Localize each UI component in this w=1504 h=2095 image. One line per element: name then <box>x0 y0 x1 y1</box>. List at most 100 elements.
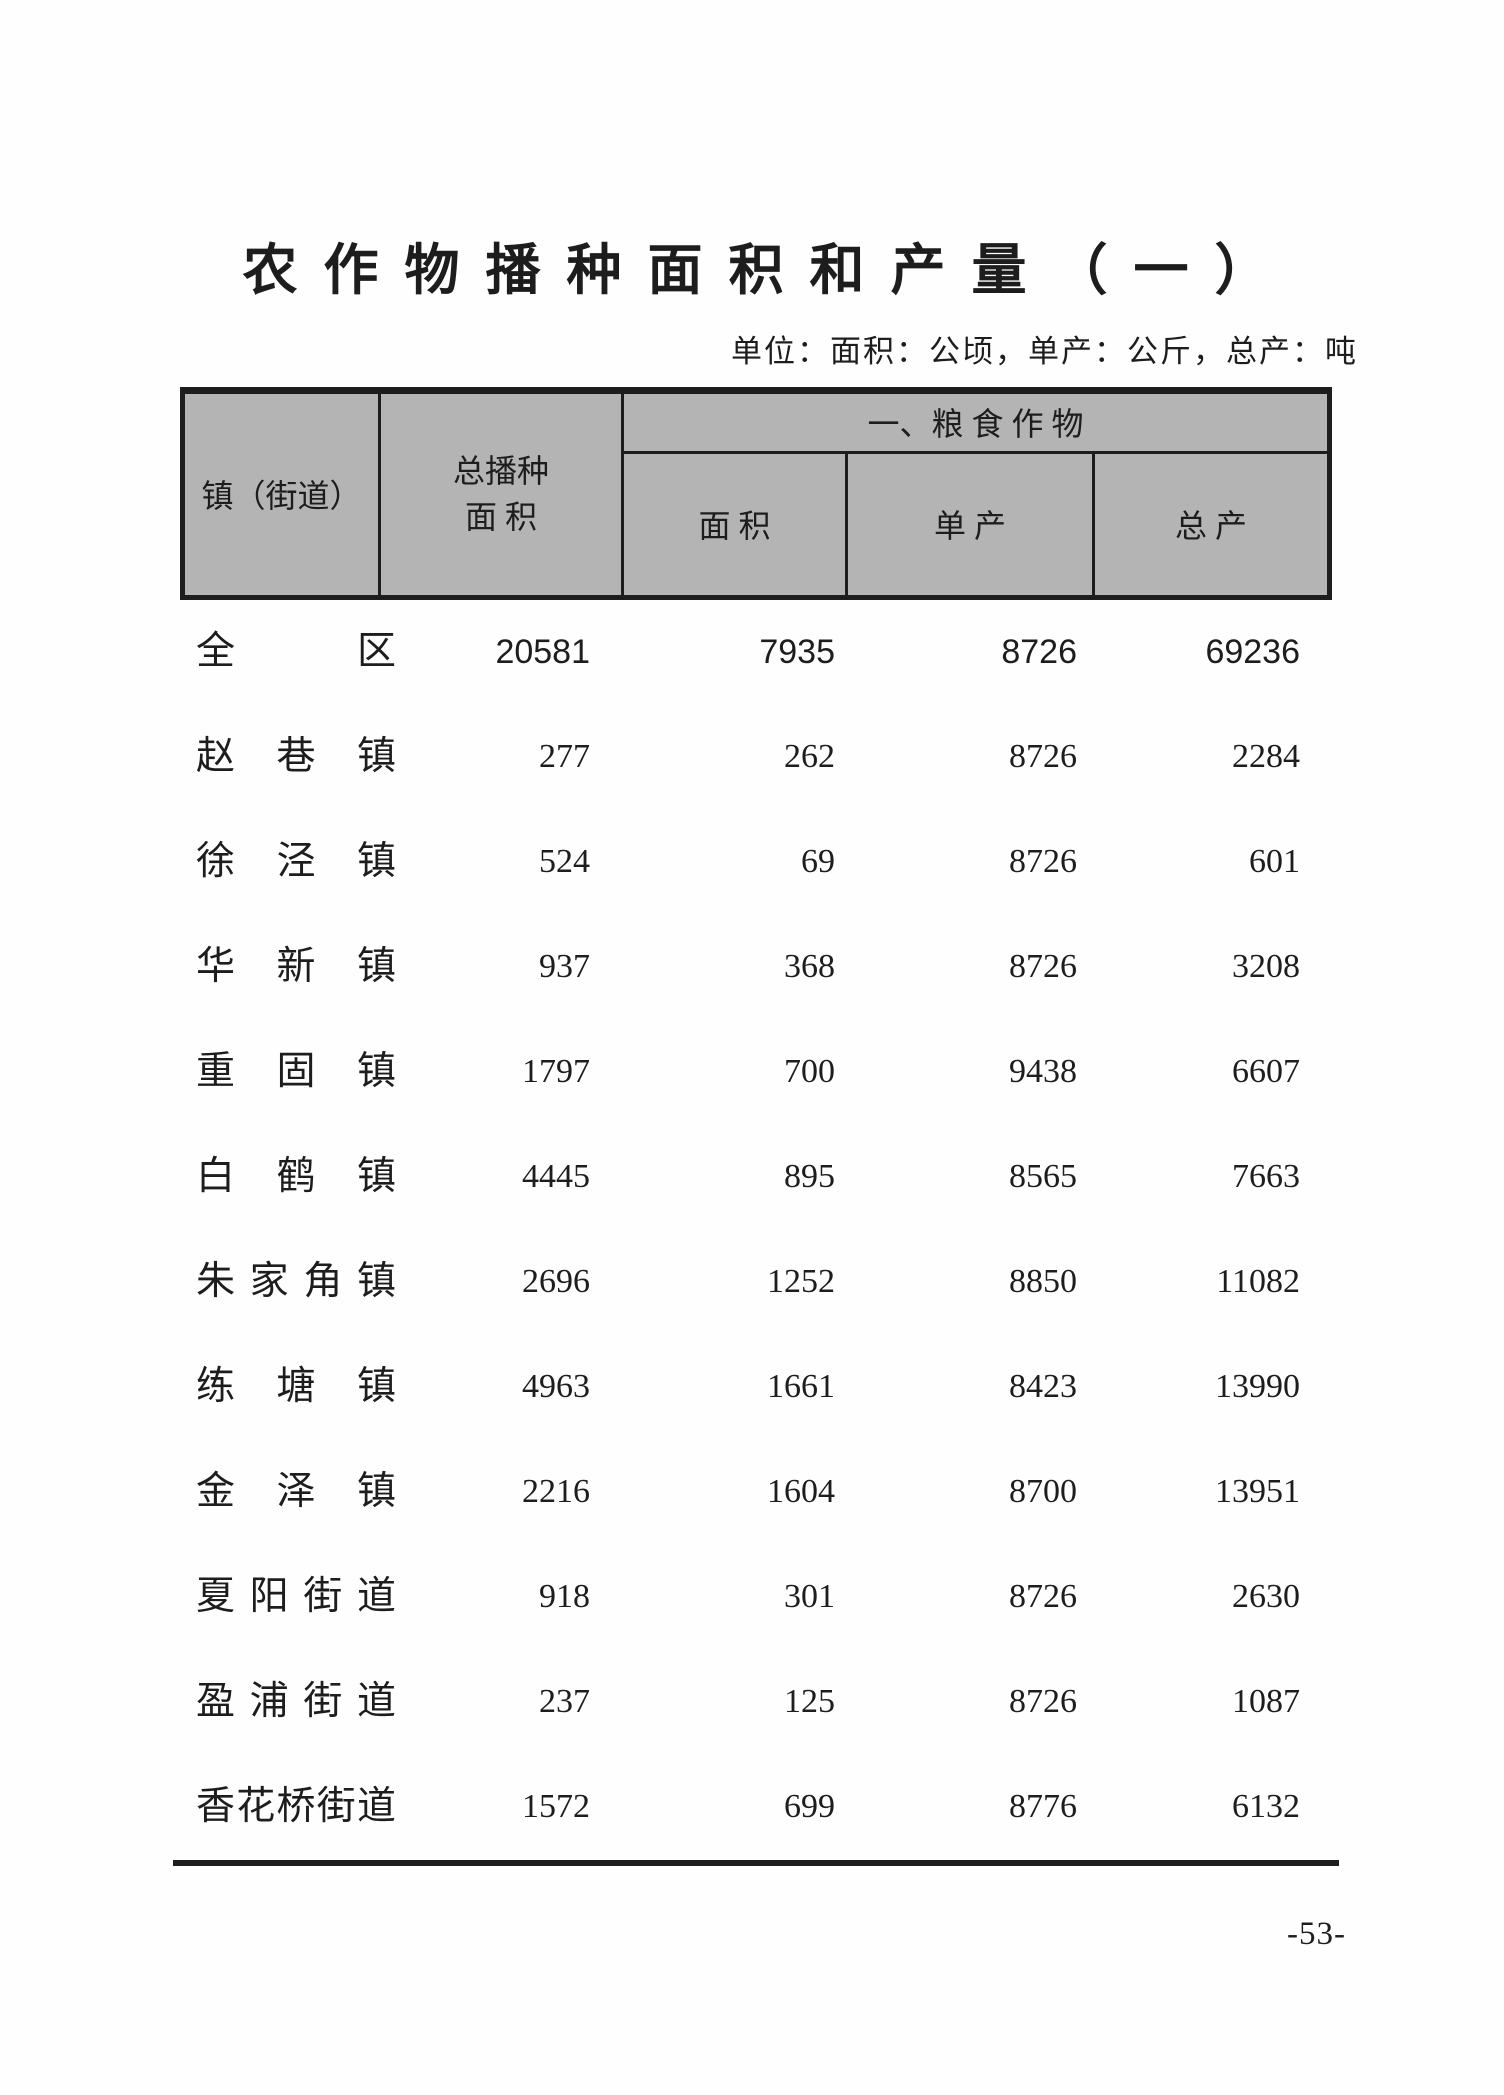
row-label: 徐泾镇 <box>196 840 396 884</box>
row-value-total-sown: 2216 <box>522 1473 590 1511</box>
table-row: 白鹤镇 4445 895 8565 7663 <box>180 1125 1332 1230</box>
table-row: 金泽镇 2216 1604 8700 13951 <box>180 1440 1332 1545</box>
row-value-total-sown: 918 <box>539 1578 590 1616</box>
row-value-yield: 8565 <box>1009 1158 1077 1196</box>
row-value-yield: 8726 <box>1009 843 1077 881</box>
row-value-output: 601 <box>1249 843 1300 881</box>
table-bottom-rule <box>173 1859 1339 1866</box>
row-value-total-sown: 1572 <box>522 1788 590 1826</box>
row-value-output: 7663 <box>1232 1158 1300 1196</box>
row-value-yield: 8726 <box>1001 632 1077 671</box>
header-grain-crops-group: 一、粮 食 作 物 <box>624 394 1327 454</box>
row-label-cell: 白鹤镇 <box>180 1157 396 1197</box>
row-value-total-sown: 237 <box>539 1683 590 1721</box>
row-value-area: 368 <box>784 948 835 986</box>
row-value-yield: 8423 <box>1009 1368 1077 1406</box>
units-note: 单位：面积：公顷，单产：公斤，总产：吨 <box>731 333 1358 369</box>
table-row: 重固镇 1797 700 9438 6607 <box>180 1020 1332 1125</box>
row-value-output: 2284 <box>1232 738 1300 776</box>
row-label: 练塘镇 <box>196 1365 396 1409</box>
table-body: 全区 20581 7935 8726 69236 赵巷镇 277 262 872… <box>180 600 1332 1860</box>
row-value-output: 3208 <box>1232 948 1300 986</box>
table-row: 全区 20581 7935 8726 69236 <box>180 600 1332 705</box>
row-label: 朱家角镇 <box>196 1260 396 1304</box>
row-label-cell: 练塘镇 <box>180 1367 396 1407</box>
page-content: 农作物播种面积和产量（一） 单位：面积：公顷，单产：公斤，总产：吨 镇（街道） … <box>173 0 1356 1953</box>
row-value-yield: 8700 <box>1009 1473 1077 1511</box>
row-value-yield: 8726 <box>1009 738 1077 776</box>
table-row: 盈浦街道 237 125 8726 1087 <box>180 1650 1332 1755</box>
row-value-output: 2630 <box>1232 1578 1300 1616</box>
row-value-area: 125 <box>784 1683 835 1721</box>
row-value-area: 895 <box>784 1158 835 1196</box>
row-label-cell: 徐泾镇 <box>180 842 396 882</box>
table-row: 练塘镇 4963 1661 8423 13990 <box>180 1335 1332 1440</box>
row-value-yield: 8726 <box>1009 1578 1077 1616</box>
table-row: 徐泾镇 524 69 8726 601 <box>180 810 1332 915</box>
row-label: 白鹤镇 <box>196 1155 396 1199</box>
row-label: 夏阳街道 <box>196 1575 396 1619</box>
row-label: 赵巷镇 <box>196 735 396 779</box>
row-value-total-sown: 20581 <box>495 632 590 671</box>
row-value-output: 6607 <box>1232 1053 1300 1091</box>
row-value-output: 69236 <box>1205 632 1300 671</box>
row-label-cell: 金泽镇 <box>180 1472 396 1512</box>
header-area: 面 积 <box>624 453 848 595</box>
header-yield-per-unit: 单 产 <box>848 453 1095 595</box>
row-value-area: 262 <box>784 738 835 776</box>
header-total-output: 总 产 <box>1174 508 1247 545</box>
row-value-total-sown: 524 <box>539 843 590 881</box>
row-value-output: 1087 <box>1232 1683 1300 1721</box>
row-value-total-sown: 1797 <box>522 1053 590 1091</box>
page-number: -53- <box>1287 1915 1346 1952</box>
row-value-total-sown: 4963 <box>522 1368 590 1406</box>
row-label-cell: 全区 <box>180 632 396 672</box>
row-label: 金泽镇 <box>196 1470 396 1514</box>
row-label-cell: 赵巷镇 <box>180 737 396 777</box>
row-value-yield: 9438 <box>1009 1053 1077 1091</box>
row-label-cell: 盈浦街道 <box>180 1682 396 1722</box>
page-title: 农作物播种面积和产量（一） <box>242 240 1296 301</box>
table-row: 朱家角镇 2696 1252 8850 11082 <box>180 1230 1332 1335</box>
row-value-total-sown: 277 <box>539 738 590 776</box>
row-value-area: 1604 <box>767 1473 835 1511</box>
table-row: 香花桥街道 1572 699 8776 6132 <box>180 1755 1332 1860</box>
row-value-yield: 8776 <box>1009 1788 1077 1826</box>
row-label-cell: 重固镇 <box>180 1052 396 1092</box>
row-value-output: 13951 <box>1215 1473 1300 1511</box>
row-value-yield: 8850 <box>1009 1263 1077 1301</box>
crops-table: 镇（街道） 总播种 面 积 一、粮 食 作 物 面 积 单 产 总 产 全区 2… <box>173 386 1339 1866</box>
row-value-output: 6132 <box>1232 1788 1300 1826</box>
row-value-yield: 8726 <box>1009 1683 1077 1721</box>
row-value-area: 301 <box>784 1578 835 1616</box>
table-row: 华新镇 937 368 8726 3208 <box>180 915 1332 1020</box>
row-value-area: 7935 <box>759 632 835 671</box>
header-total-sown-area: 总播种 面 积 <box>381 393 624 595</box>
row-value-total-sown: 4445 <box>522 1158 590 1196</box>
row-label-cell: 夏阳街道 <box>180 1577 396 1617</box>
row-label: 重固镇 <box>196 1050 396 1094</box>
header-town-street: 镇（街道） <box>185 393 381 595</box>
row-value-area: 1661 <box>767 1368 835 1406</box>
row-label: 盈浦街道 <box>196 1680 396 1724</box>
row-value-yield: 8726 <box>1009 948 1077 986</box>
row-value-area: 700 <box>784 1053 835 1091</box>
row-value-total-sown: 937 <box>539 948 590 986</box>
row-value-total-sown: 2696 <box>522 1263 590 1301</box>
row-label-cell: 华新镇 <box>180 947 396 987</box>
row-label: 华新镇 <box>196 945 396 989</box>
table-row: 夏阳街道 918 301 8726 2630 <box>180 1545 1332 1650</box>
table-row: 赵巷镇 277 262 8726 2284 <box>180 705 1332 810</box>
row-value-output: 11082 <box>1216 1263 1300 1301</box>
row-label-cell: 香花桥街道 <box>180 1787 396 1827</box>
row-label: 香花桥街道 <box>196 1785 396 1829</box>
table-header: 镇（街道） 总播种 面 积 一、粮 食 作 物 面 积 单 产 总 产 <box>180 386 1332 600</box>
header-total-sown-line1: 总播种 <box>452 453 549 490</box>
row-value-area: 1252 <box>767 1263 835 1301</box>
row-label-cell: 朱家角镇 <box>180 1262 396 1302</box>
row-label: 全区 <box>196 630 396 674</box>
row-value-area: 69 <box>801 843 835 881</box>
row-value-area: 699 <box>784 1788 835 1826</box>
header-total-sown-line2: 面 积 <box>464 499 537 536</box>
